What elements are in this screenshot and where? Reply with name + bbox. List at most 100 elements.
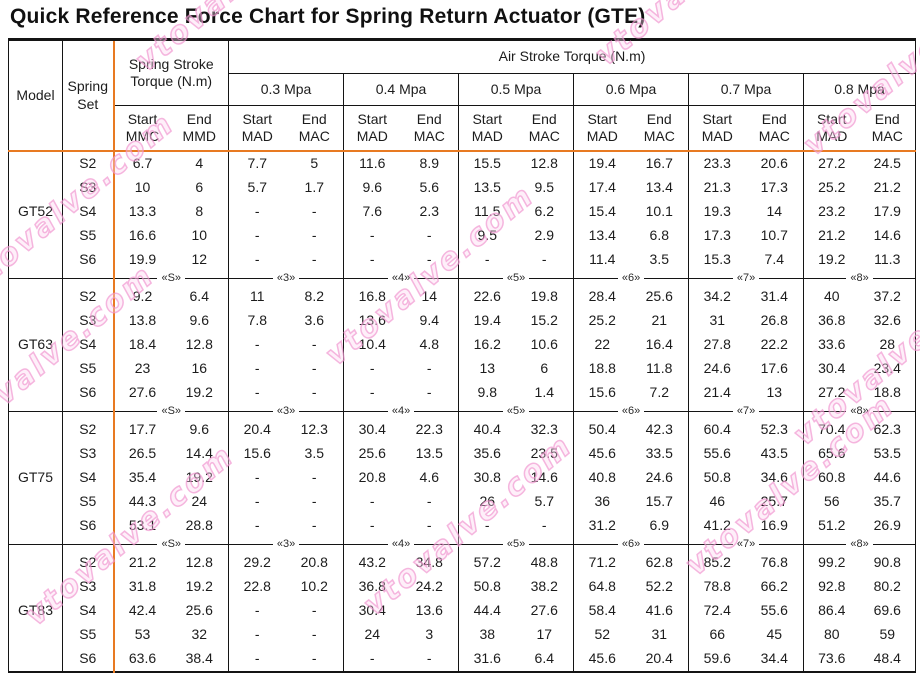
spring-set-label: S6 [62, 248, 114, 272]
torque-value: 25.2 [573, 309, 631, 333]
separator-line [62, 272, 114, 285]
table-row: S6 63.6 38.4- - - -31.6 6.4 45.6 20.4 59.6 34.4 73.… [9, 647, 916, 672]
col-header-spring-set: Spring Set [62, 39, 114, 152]
torque-value: 48.4 [873, 650, 901, 667]
torque-value: 43.2 [343, 551, 401, 575]
separator-marker-cell: «3» [228, 272, 344, 285]
torque-value: 13 [766, 384, 783, 401]
separator-marker: «S» [161, 538, 182, 550]
torque-value: 24 [191, 493, 208, 510]
torque-value: 3.5 [649, 251, 669, 268]
torque-value: 16 [191, 360, 208, 377]
torque-value: 21.3 [688, 176, 746, 200]
torque-value: 13.6 [415, 602, 443, 619]
torque-value: 71.2 [573, 551, 631, 575]
separator-marker: «5» [506, 272, 526, 284]
torque-value: 62.3 [873, 421, 901, 438]
col-header-start-mad: Start MAD [458, 105, 516, 152]
col-header-end-mac: End MAC [400, 105, 459, 152]
torque-value: - [541, 251, 547, 268]
torque-value: 65.6 [803, 442, 860, 466]
torque-value: 57.2 [458, 551, 516, 575]
torque-value: 35.6 [458, 442, 516, 466]
torque-value: 27.2 [803, 381, 860, 405]
torque-value: 15.7 [645, 493, 673, 510]
torque-value: - [311, 517, 317, 534]
col-header-end-mac: End MAC [285, 105, 344, 152]
torque-value: 23.2 [803, 200, 860, 224]
torque-value: 7.6 [343, 200, 401, 224]
separator-marker-cell: «6» [573, 272, 689, 285]
separator-marker: «8» [850, 405, 869, 417]
torque-value: 92.8 [803, 575, 860, 599]
separator-marker-cell: «3» [228, 405, 344, 418]
separator-marker: «4» [391, 272, 411, 284]
torque-value: 16.2 [458, 333, 516, 357]
torque-value: 21.2 [803, 224, 860, 248]
spring-set-label: S4 [62, 200, 114, 224]
separator-marker: «5» [506, 405, 526, 417]
table-row: S3 31.8 19.2 22.8 10.2 36.8 24.2 50.8 38.2 64.8 52… [9, 575, 916, 599]
torque-value: 17.7 [112, 418, 171, 442]
torque-value: 69.6 [873, 602, 901, 619]
torque-value: 60.8 [803, 466, 860, 490]
torque-value: 6.2 [534, 203, 554, 220]
torque-value: 58.4 [573, 599, 631, 623]
torque-value: 9.6 [343, 176, 401, 200]
torque-value: - [426, 650, 432, 667]
torque-value: 30.4 [343, 599, 401, 623]
col-header-end-mac: End MAC [745, 105, 804, 152]
torque-value: 4.6 [419, 469, 439, 486]
torque-value: 25.6 [185, 602, 213, 619]
torque-value: 53.1 [112, 514, 171, 538]
torque-value: - [541, 517, 547, 534]
torque-value: - [343, 647, 401, 672]
torque-value: 5 [310, 155, 319, 172]
torque-value: 30.4 [343, 418, 401, 442]
torque-value: 85.2 [688, 551, 746, 575]
torque-value: 17.3 [760, 179, 788, 196]
torque-value: 52.3 [760, 421, 788, 438]
torque-value: 8 [195, 203, 204, 220]
torque-value: 20.8 [300, 554, 328, 571]
torque-value: 22.8 [228, 575, 286, 599]
separator-marker-cell: «8» [803, 405, 916, 418]
torque-value: 19.2 [803, 248, 860, 272]
torque-value: 6.4 [189, 288, 209, 305]
torque-value: - [343, 381, 401, 405]
separator-marker: «8» [850, 538, 869, 550]
separator-marker-cell: «4» [343, 272, 459, 285]
separator-marker-cell: «8» [803, 538, 916, 551]
torque-value: 19.3 [688, 200, 746, 224]
torque-value: 13.3 [112, 200, 171, 224]
torque-value: 11 [228, 285, 286, 309]
torque-value: - [228, 514, 286, 538]
torque-value: 10 [112, 176, 171, 200]
torque-value: 7.7 [228, 151, 286, 176]
torque-value: 26.9 [873, 517, 901, 534]
spring-set-label: S5 [62, 224, 114, 248]
torque-value: 66 [688, 623, 746, 647]
torque-value: 20.4 [645, 650, 673, 667]
torque-value: 7.8 [228, 309, 286, 333]
torque-value: 13.6 [343, 309, 401, 333]
torque-value: 9.5 [458, 224, 516, 248]
separator-marker-cell: «3» [228, 538, 344, 551]
torque-value: - [458, 248, 516, 272]
table-row: S4 13.3 8 - - 7.6 2.3 11.5 6.2 15.4 10.1 19.3 14 23.2… [9, 200, 916, 224]
torque-value: 21 [651, 312, 668, 329]
torque-value: 11.8 [646, 360, 673, 377]
torque-value: 51.2 [803, 514, 860, 538]
torque-value: 10.7 [760, 227, 788, 244]
torque-value: 12.8 [185, 336, 213, 353]
torque-value: 32 [191, 626, 208, 643]
torque-value: - [343, 224, 401, 248]
spring-set-label: S3 [62, 442, 114, 466]
model-label: GT83 [17, 602, 53, 619]
torque-value: 63.6 [112, 647, 171, 672]
torque-value: 13.5 [415, 445, 443, 462]
torque-value: 8.2 [304, 288, 324, 305]
torque-value: 36.8 [343, 575, 401, 599]
separator-marker-cell: «5» [458, 405, 574, 418]
group-separator-row: «S» «3» «4» «5» «6» «7» «8» [9, 405, 916, 418]
